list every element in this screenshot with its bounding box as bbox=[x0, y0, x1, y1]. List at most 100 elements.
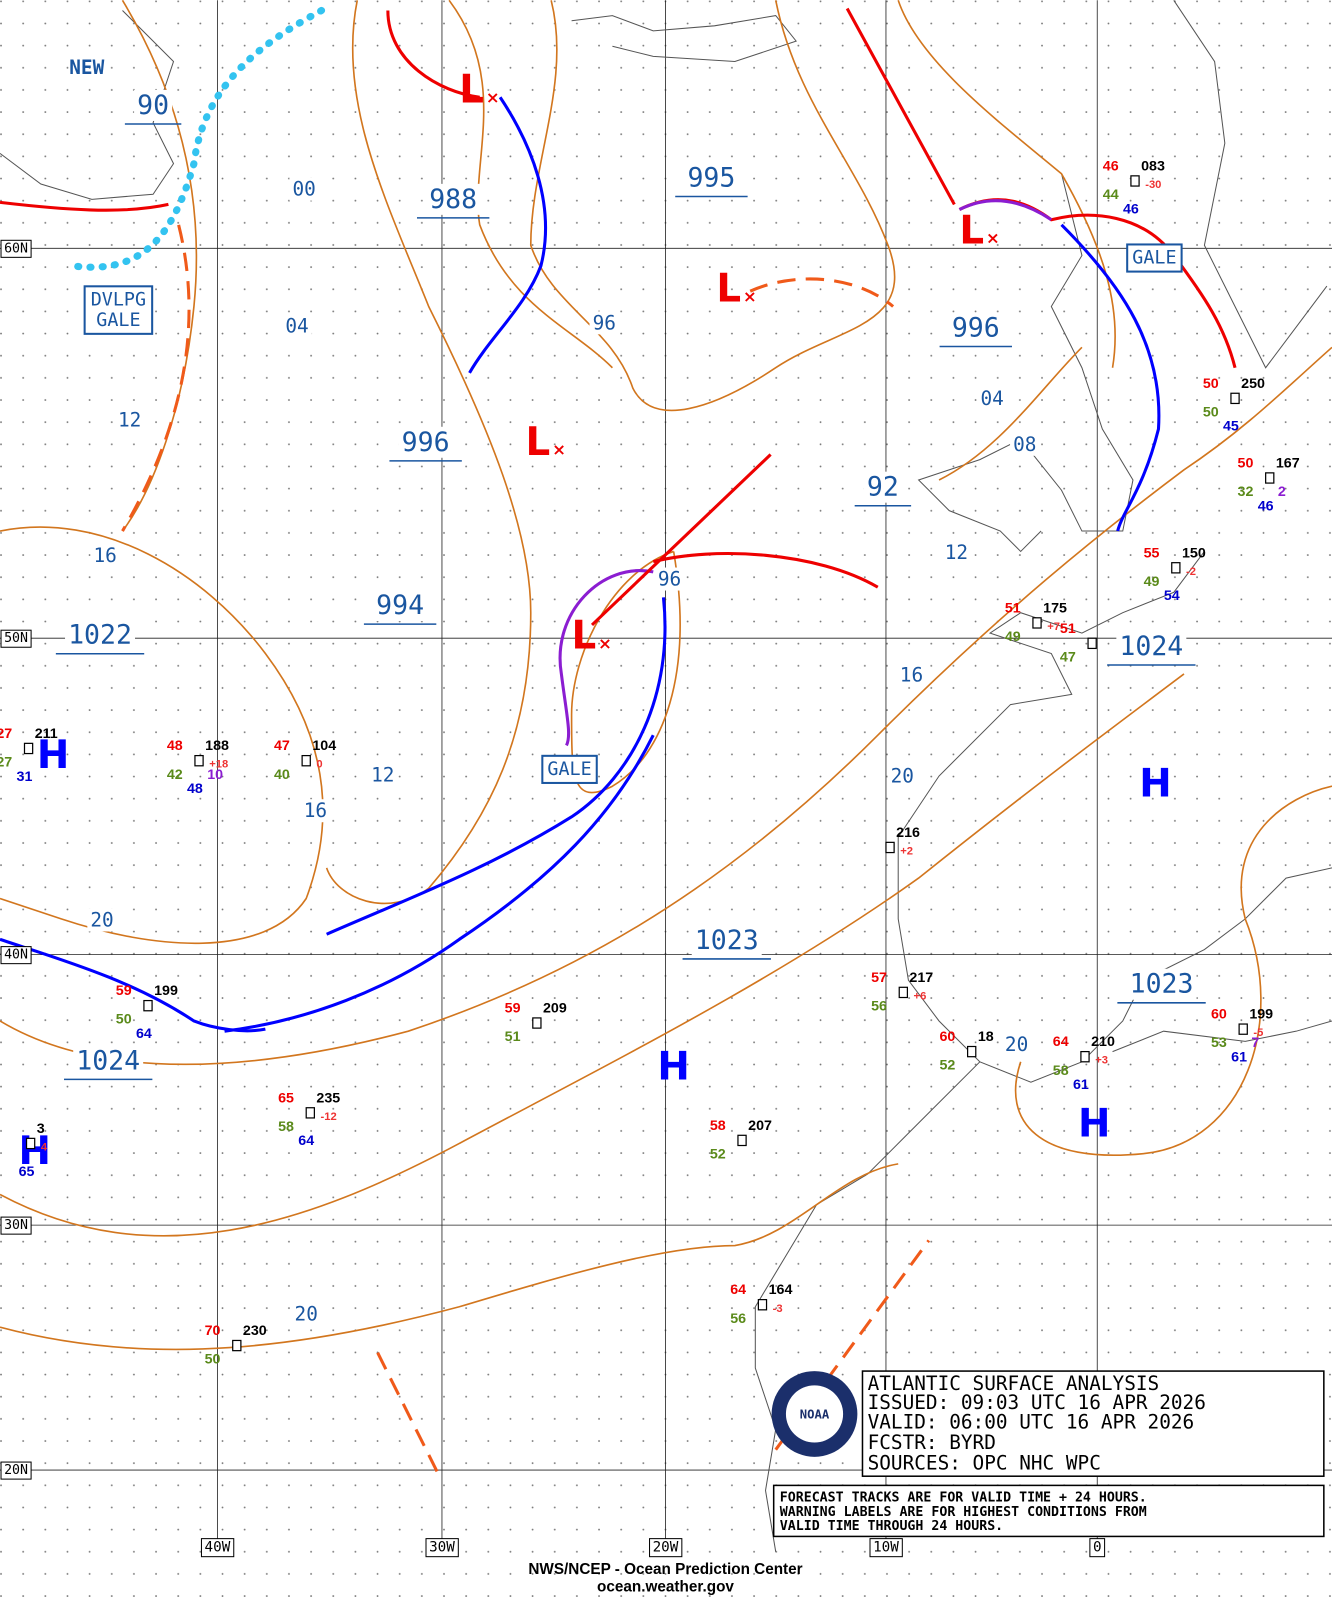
lon-box bbox=[649, 1538, 683, 1558]
isobar-label: 1024 bbox=[76, 1045, 140, 1076]
station-td: 32 bbox=[1238, 484, 1254, 500]
station-w: 54 bbox=[1164, 588, 1180, 604]
isobar-label: 20 bbox=[90, 908, 113, 931]
station-td: 40 bbox=[274, 767, 290, 783]
station-dp: -5 bbox=[1253, 1027, 1263, 1039]
station-marker bbox=[532, 1017, 542, 1029]
isobars bbox=[0, 0, 1332, 1351]
station-t: 55 bbox=[1144, 545, 1160, 561]
station-td: 50 bbox=[205, 1352, 221, 1368]
info-valid: VALID: 06:00 UTC 16 APR 2026 bbox=[868, 1411, 1195, 1434]
station-td: 50 bbox=[116, 1012, 132, 1028]
isobar-label: 1023 bbox=[695, 925, 759, 956]
info-sources: SOURCES: OPC NHC WPC bbox=[868, 1451, 1101, 1474]
isobar-label: 20 bbox=[295, 1302, 318, 1325]
station-td: 50 bbox=[1203, 404, 1219, 420]
isobar-label: 994 bbox=[376, 590, 424, 621]
station-marker bbox=[23, 742, 34, 755]
isobar-label: 08 bbox=[1013, 433, 1036, 456]
high-center: H bbox=[1139, 762, 1171, 807]
lon-box bbox=[425, 1538, 459, 1558]
station-marker bbox=[25, 1137, 36, 1150]
station-t: 46 bbox=[1103, 158, 1119, 174]
station-td: 52 bbox=[939, 1058, 955, 1074]
station-w: 64 bbox=[136, 1026, 152, 1042]
label-bg bbox=[684, 162, 739, 194]
station-p: 250 bbox=[1241, 376, 1265, 392]
station-p: 211 bbox=[35, 726, 58, 742]
label-bg bbox=[368, 763, 398, 787]
label-bg bbox=[1126, 968, 1197, 1000]
isobar-label: 988 bbox=[429, 184, 477, 215]
note-line: FORECAST TRACKS ARE FOR VALID TIME + 24 … bbox=[780, 1491, 1147, 1506]
label-bg bbox=[941, 541, 972, 565]
lon-label: 30W bbox=[429, 1540, 455, 1556]
isobar-label: 16 bbox=[900, 663, 923, 686]
lat-label: 20N bbox=[4, 1463, 28, 1478]
station-dp: -12 bbox=[320, 1111, 336, 1123]
station-p: 207 bbox=[748, 1118, 772, 1134]
label-bg bbox=[691, 924, 762, 956]
station-dp: +2 bbox=[900, 846, 913, 858]
lon-label: 40W bbox=[205, 1540, 231, 1556]
station-v: 10 bbox=[207, 767, 223, 783]
station-t: 59 bbox=[116, 983, 132, 999]
isobar-label: 1023 bbox=[1130, 969, 1194, 1000]
station-marker bbox=[737, 1134, 747, 1147]
station-td: 47 bbox=[1060, 649, 1076, 665]
station-p: 217 bbox=[909, 970, 933, 986]
station-td: 53 bbox=[1211, 1035, 1227, 1051]
station-w: 48 bbox=[187, 781, 203, 797]
label-bg bbox=[948, 312, 1003, 344]
label-bg bbox=[289, 177, 319, 201]
isobar-label: 20 bbox=[891, 765, 914, 788]
station-w: 61 bbox=[1231, 1049, 1247, 1065]
isobar-label: 996 bbox=[952, 312, 1000, 343]
label-bg bbox=[291, 1302, 321, 1326]
label-bg bbox=[1001, 1032, 1032, 1056]
label-bg bbox=[887, 764, 918, 788]
station-p: 230 bbox=[243, 1323, 267, 1339]
label-bg bbox=[282, 314, 312, 338]
isobar-label: 90 bbox=[137, 90, 169, 121]
station-td: 51 bbox=[505, 1029, 521, 1045]
station-dp: +18 bbox=[209, 759, 228, 771]
lat-box bbox=[0, 629, 32, 648]
station-w: 46 bbox=[1258, 498, 1274, 514]
logo-text: NOAA bbox=[800, 1407, 830, 1421]
lon-box bbox=[1089, 1538, 1106, 1558]
isobar-label: 996 bbox=[402, 427, 450, 458]
station-t: 64 bbox=[1053, 1034, 1069, 1050]
low-center: L bbox=[526, 420, 551, 465]
label-bg bbox=[589, 311, 619, 335]
label-bg bbox=[426, 183, 481, 215]
isobar-label: 92 bbox=[867, 472, 899, 503]
isobar-label: 1022 bbox=[68, 620, 132, 651]
station-p: 216 bbox=[896, 825, 920, 841]
box-label: GALE bbox=[547, 759, 591, 780]
isobar-label: 12 bbox=[945, 541, 968, 564]
station-p: 167 bbox=[1276, 455, 1300, 471]
low-x: × bbox=[598, 634, 612, 653]
station-td: 44 bbox=[1103, 187, 1119, 203]
lat-box bbox=[0, 239, 32, 258]
station-marker bbox=[1230, 392, 1240, 405]
station-td: 49 bbox=[1005, 629, 1021, 645]
isobar-label: 12 bbox=[371, 764, 394, 787]
station-p: 164 bbox=[769, 1282, 793, 1298]
station-dp: 4 bbox=[41, 1142, 48, 1154]
station-p: 199 bbox=[154, 983, 178, 999]
station-p: 18 bbox=[978, 1029, 994, 1045]
station-p: 188 bbox=[205, 738, 229, 754]
station-dp: +3 bbox=[1095, 1055, 1108, 1067]
station-t: 57 bbox=[871, 970, 887, 986]
station-v: 7 bbox=[1251, 1035, 1259, 1051]
lat-label: 40N bbox=[4, 948, 28, 963]
station-marker bbox=[194, 754, 204, 767]
station-p: 104 bbox=[312, 738, 336, 754]
info-issued: ISSUED: 09:03 UTC 16 APR 2026 bbox=[868, 1391, 1206, 1414]
station-td: 56 bbox=[871, 998, 887, 1014]
label-bg bbox=[300, 799, 331, 823]
